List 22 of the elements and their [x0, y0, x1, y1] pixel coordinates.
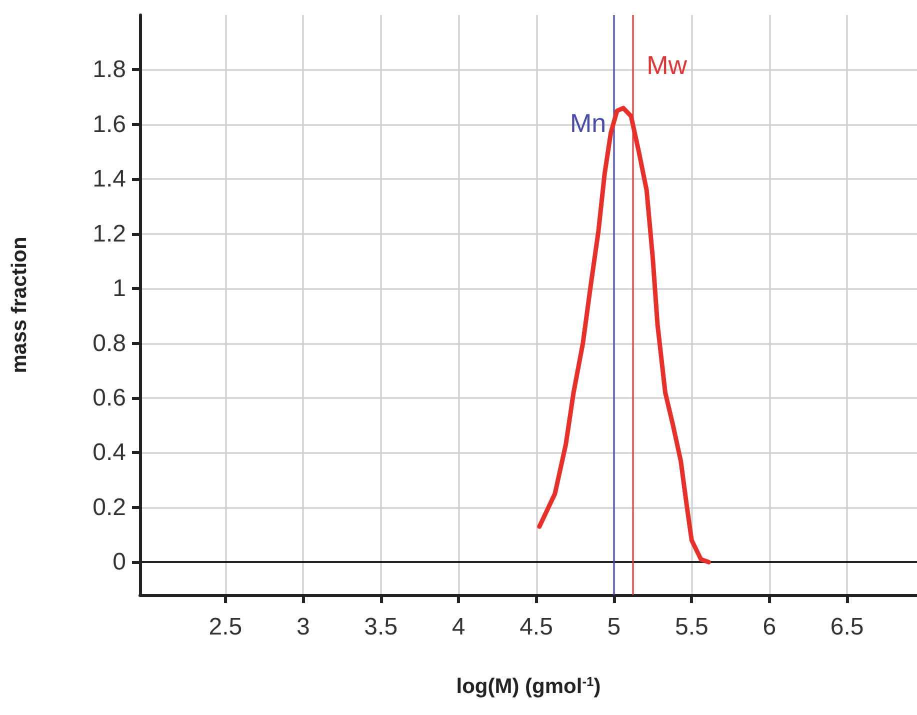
x-tick-label: 5: [607, 614, 621, 640]
ref-line-label: Mw: [646, 50, 688, 80]
y-axis-title: mass fraction: [8, 236, 31, 374]
y-tick-label: 0.4: [92, 439, 126, 466]
y-tick-label: 0.6: [92, 384, 126, 412]
y-tick-label: 0.2: [92, 494, 126, 521]
y-tick-label: 1.6: [92, 110, 126, 138]
x-tick-label: 2.5: [208, 614, 242, 640]
y-tick-label: 0.8: [92, 330, 126, 357]
x-tick-label: 5.5: [674, 614, 708, 640]
y-tick-label: 0: [112, 548, 126, 576]
x-tick-label: 4.5: [520, 614, 553, 640]
x-tick-label: 6.5: [830, 614, 864, 640]
x-tick-label: 4: [452, 614, 466, 640]
y-tick-label: 1.8: [92, 56, 126, 84]
y-tick-label: 1.2: [92, 220, 126, 248]
x-tick-label: 6: [762, 614, 776, 640]
y-tick-label: 1: [112, 275, 126, 302]
x-tick-label: 3.5: [364, 614, 398, 640]
x-tick-label: 3: [296, 614, 310, 640]
ref-line-label: Mn: [570, 108, 606, 138]
y-tick-label: 1.4: [92, 166, 126, 193]
